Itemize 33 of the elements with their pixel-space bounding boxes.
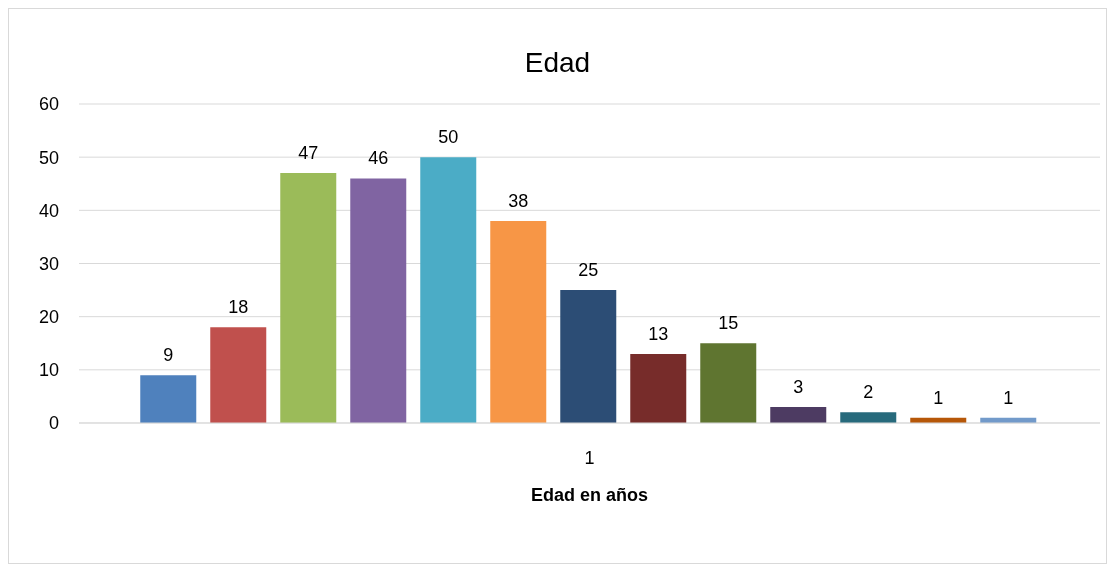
bar — [840, 412, 897, 423]
data-label: 15 — [718, 313, 739, 334]
bar — [280, 173, 337, 423]
data-label: 47 — [298, 143, 319, 164]
y-tick-label: 20 — [38, 307, 59, 328]
data-label: 9 — [163, 345, 174, 366]
data-label: 25 — [578, 260, 599, 281]
data-label: 13 — [648, 323, 669, 344]
y-tick-label: 10 — [38, 360, 59, 381]
x-axis-title: Edad en años — [530, 485, 649, 505]
data-label: 2 — [863, 382, 874, 403]
data-label: 1 — [1003, 387, 1014, 408]
bar — [700, 343, 757, 423]
y-tick-label: 0 — [48, 413, 59, 434]
y-tick-label: 60 — [38, 94, 59, 115]
bar — [210, 327, 267, 423]
data-label: 38 — [508, 190, 529, 211]
chart-title: Edad — [523, 47, 592, 79]
bar — [560, 290, 617, 423]
data-label: 50 — [438, 127, 459, 148]
bar — [140, 375, 197, 423]
bar — [420, 157, 477, 423]
bar — [770, 407, 827, 423]
data-label: 3 — [793, 377, 804, 398]
data-label: 18 — [228, 297, 249, 318]
bar — [350, 178, 407, 423]
y-tick-label: 40 — [38, 200, 59, 221]
bar — [490, 220, 547, 423]
data-label: 46 — [368, 148, 389, 169]
y-tick-label: 50 — [38, 147, 59, 168]
y-tick-label: 30 — [38, 253, 59, 274]
data-label: 1 — [933, 387, 944, 408]
bar — [630, 353, 687, 423]
